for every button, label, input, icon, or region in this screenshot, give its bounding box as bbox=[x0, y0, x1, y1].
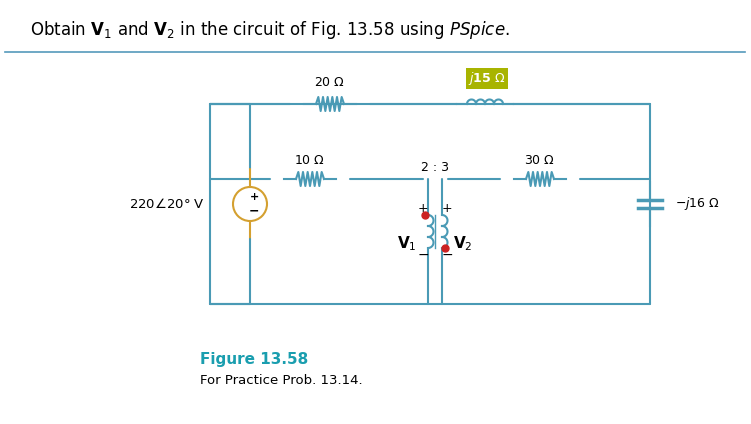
Text: 30 $\Omega$: 30 $\Omega$ bbox=[524, 154, 556, 167]
Text: 2 : 3: 2 : 3 bbox=[421, 161, 449, 174]
Text: $\mathbf{V}_1$: $\mathbf{V}_1$ bbox=[397, 234, 417, 253]
Text: $-j$16 $\Omega$: $-j$16 $\Omega$ bbox=[675, 195, 720, 212]
Text: +: + bbox=[249, 192, 258, 202]
Text: 20 $\Omega$: 20 $\Omega$ bbox=[315, 76, 345, 89]
Text: Obtain $\mathbf{V}_1$ and $\mathbf{V}_2$ in the circuit of Fig. 13.58 using $PSp: Obtain $\mathbf{V}_1$ and $\mathbf{V}_2$… bbox=[30, 19, 510, 41]
Text: 220$\angle$20° V: 220$\angle$20° V bbox=[129, 197, 205, 211]
Text: $j$15 $\Omega$: $j$15 $\Omega$ bbox=[468, 70, 506, 87]
Text: −: − bbox=[441, 248, 453, 262]
Text: +: + bbox=[418, 201, 428, 215]
Text: 10 $\Omega$: 10 $\Omega$ bbox=[294, 154, 325, 167]
Text: +: + bbox=[442, 201, 452, 215]
Text: For Practice Prob. 13.14.: For Practice Prob. 13.14. bbox=[200, 374, 363, 387]
Text: −: − bbox=[249, 204, 259, 218]
Text: −: − bbox=[418, 248, 429, 262]
Text: $\mathbf{V}_2$: $\mathbf{V}_2$ bbox=[453, 234, 473, 253]
Text: Figure 13.58: Figure 13.58 bbox=[200, 352, 308, 367]
